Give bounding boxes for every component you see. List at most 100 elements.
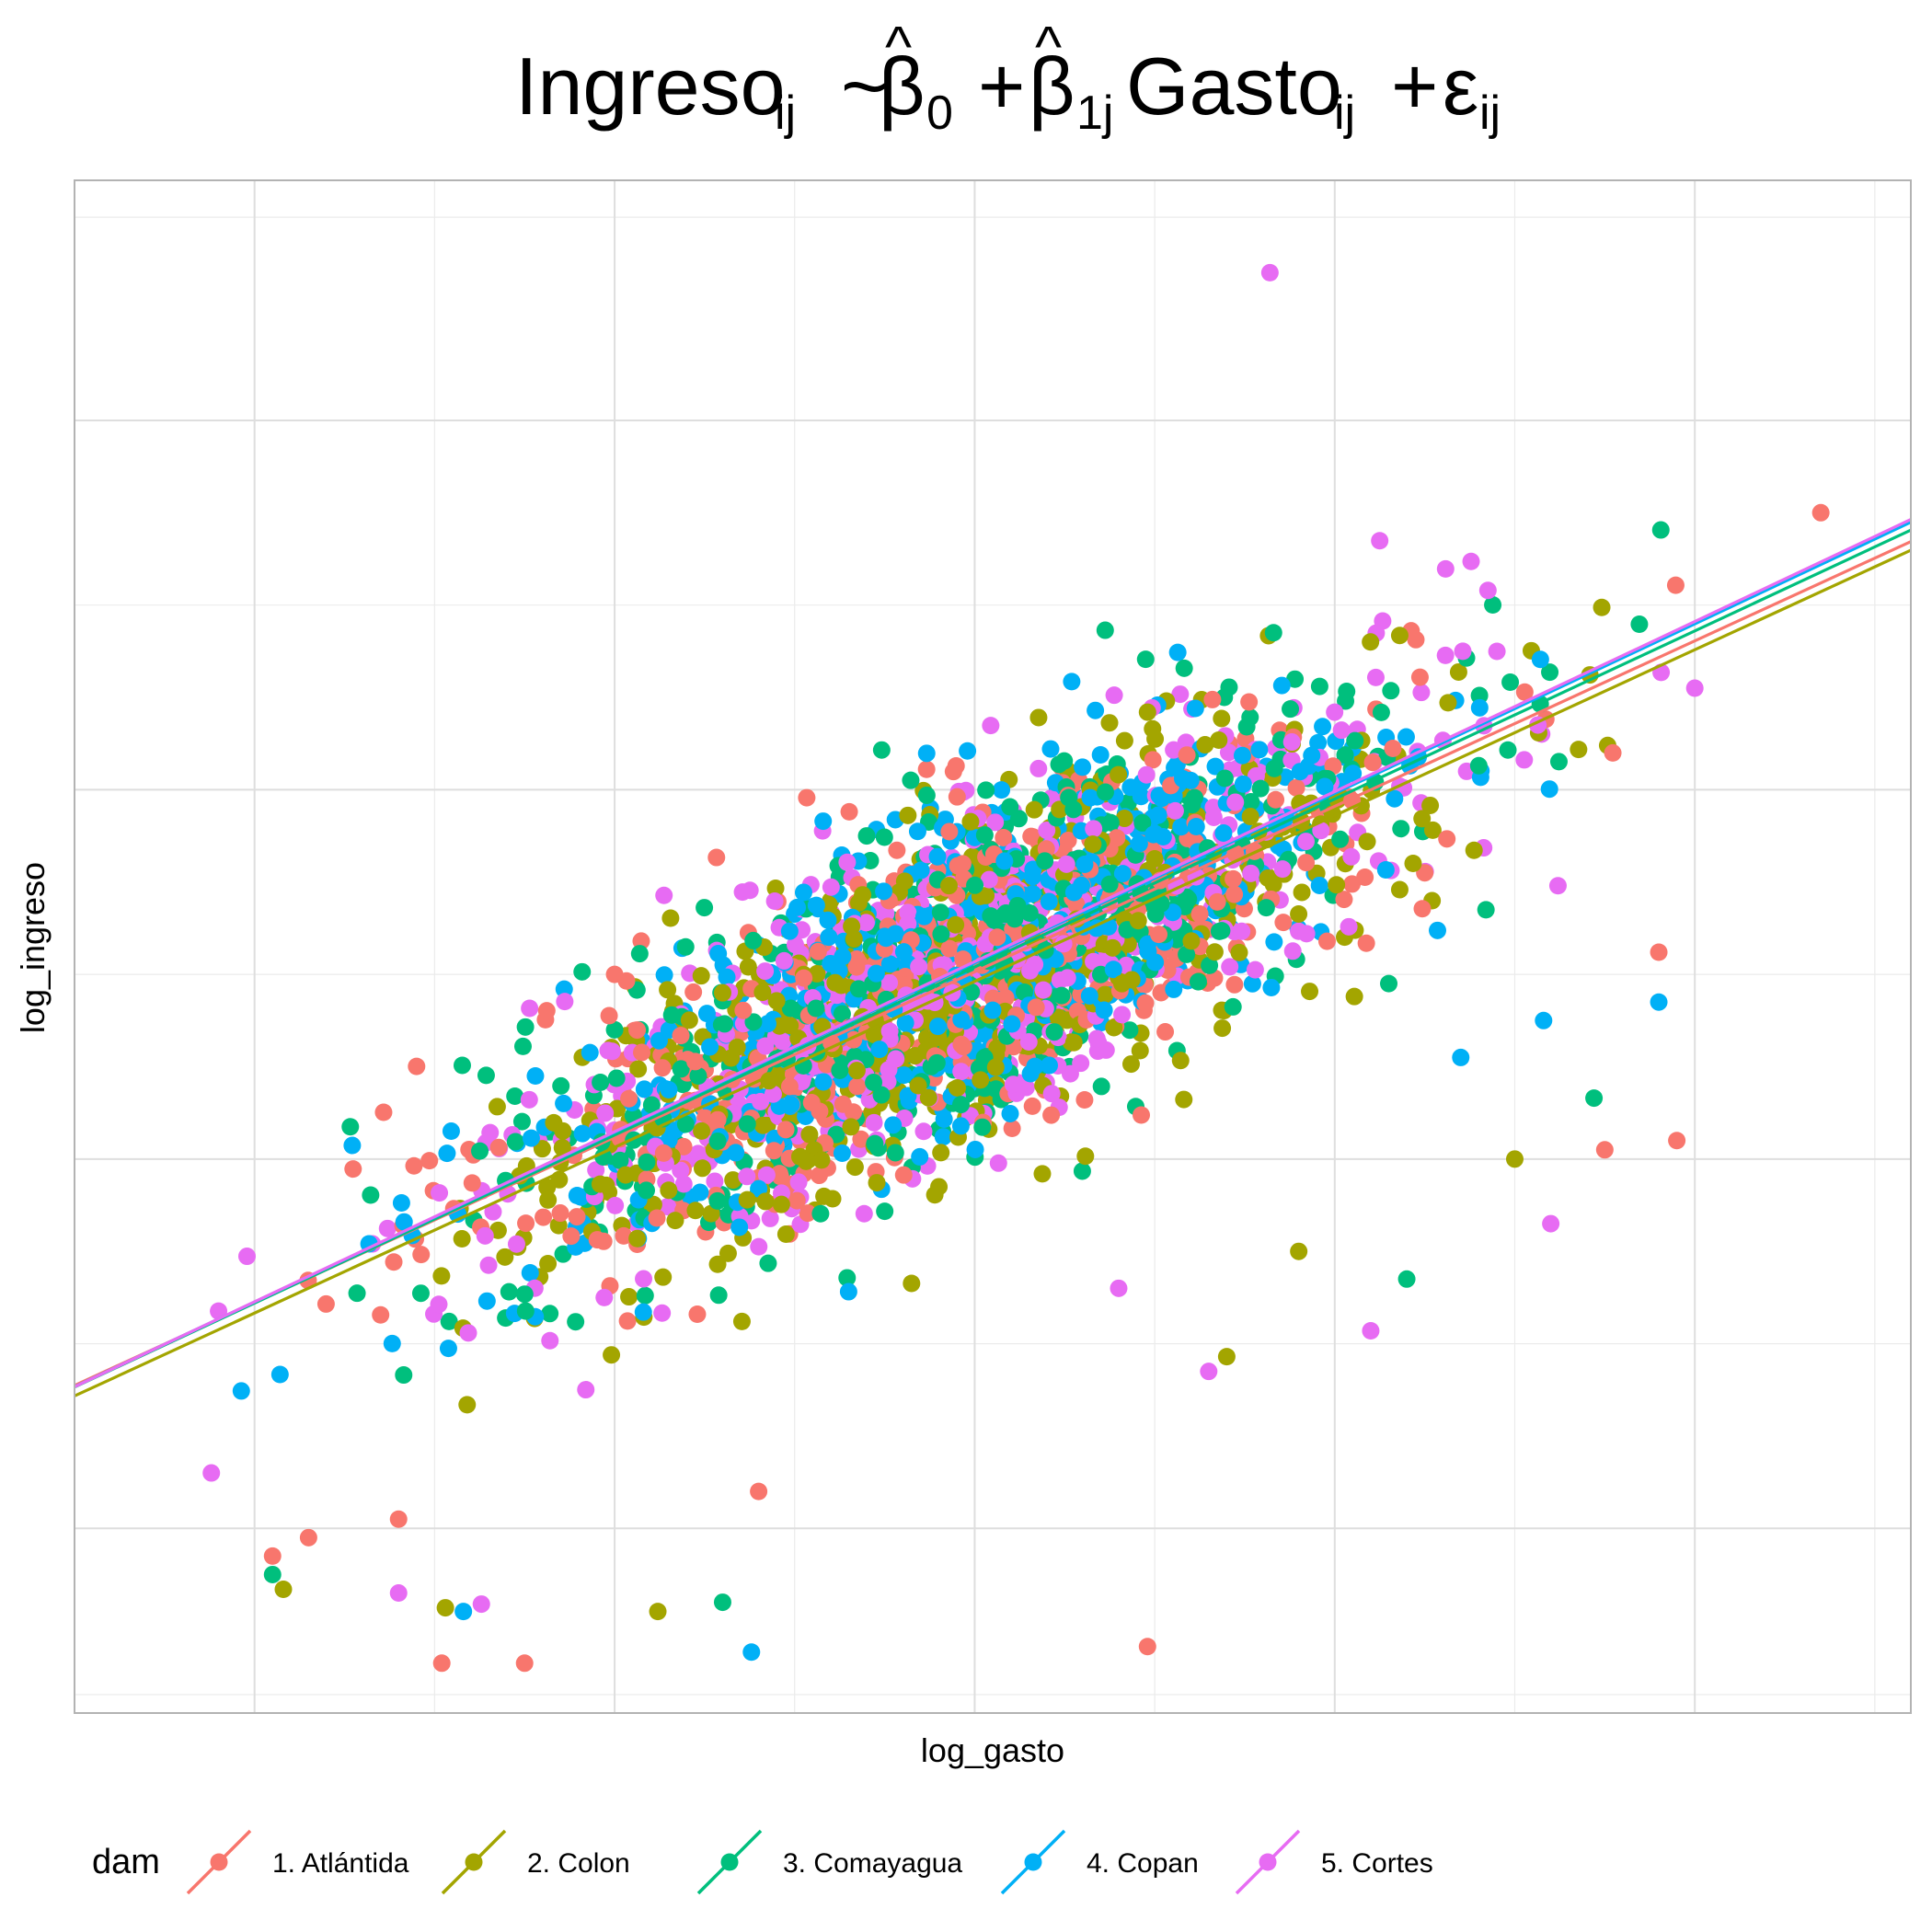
data-point-series-1-2756 bbox=[947, 756, 965, 775]
data-point-series-1-2122 bbox=[894, 1166, 913, 1184]
title-sub-ij-2: ij bbox=[1334, 86, 1355, 140]
data-point-series-5-2127 bbox=[1246, 960, 1264, 979]
legend-key-point-3 bbox=[720, 1853, 739, 1871]
data-point-series-2-1770 bbox=[1121, 1055, 1140, 1074]
data-point-series-2-2038 bbox=[654, 1268, 673, 1286]
data-point-series-3-2390 bbox=[865, 1074, 883, 1092]
data-point-series-3-2155 bbox=[1189, 972, 1207, 991]
data-point-series-3-743 bbox=[1096, 621, 1114, 639]
data-point-series-4-2836 bbox=[870, 1041, 889, 1059]
data-point-series-1-2207 bbox=[1203, 690, 1222, 708]
data-point-series-1-2034 bbox=[551, 1204, 569, 1223]
data-point-series-1-301 bbox=[888, 841, 906, 859]
data-point-series-2-2791 bbox=[760, 1072, 778, 1090]
data-point-series-1-2831 bbox=[734, 1001, 753, 1019]
outlier-point-series-4-1076 bbox=[1452, 1048, 1470, 1066]
data-point-series-3-2679 bbox=[594, 1147, 613, 1166]
data-point-series-4-2796 bbox=[660, 1080, 678, 1098]
data-point-series-4-1495 bbox=[917, 744, 936, 763]
data-point-series-4-2526 bbox=[780, 922, 799, 940]
data-point-series-1-1664 bbox=[1042, 1106, 1061, 1124]
data-point-series-3-579 bbox=[1073, 1162, 1091, 1180]
data-point-series-4-2838 bbox=[1003, 1015, 1021, 1033]
data-point-series-3-2473 bbox=[638, 1181, 656, 1200]
data-point-series-2-2405 bbox=[919, 1088, 937, 1107]
data-point-series-4-2114 bbox=[1376, 861, 1395, 880]
data-point-series-5-1089 bbox=[761, 1209, 779, 1227]
data-point-series-1-1278 bbox=[1133, 1106, 1151, 1124]
legend: dam 1. Atlántida 2. Colon 3. Comayagua 4. C… bbox=[92, 1829, 1433, 1895]
outlier-point-series-1-1127 bbox=[1416, 864, 1434, 882]
data-point-series-4-1275 bbox=[1063, 673, 1081, 691]
data-point-series-4-296 bbox=[442, 1122, 460, 1141]
data-point-series-3-2241 bbox=[781, 999, 799, 1018]
data-point-series-4-1440 bbox=[691, 1183, 709, 1202]
data-point-series-3-2536 bbox=[1009, 810, 1028, 828]
legend-label-4: 4. Copan bbox=[1087, 1848, 1199, 1879]
data-point-series-5-363 bbox=[750, 1237, 768, 1256]
data-point-series-3-2784 bbox=[676, 1115, 695, 1133]
data-point-series-4-2774 bbox=[788, 898, 807, 916]
data-point-series-5-2489 bbox=[880, 973, 899, 992]
outlier-point-series-5-199 bbox=[472, 1595, 490, 1614]
data-point-series-2-517 bbox=[932, 1144, 950, 1162]
outlier-point-series-3-2291 bbox=[1585, 1089, 1604, 1108]
data-point-series-4-2801 bbox=[1303, 746, 1321, 765]
outlier-point-series-3-687 bbox=[1397, 1270, 1416, 1288]
data-point-series-3-2798 bbox=[982, 907, 1000, 926]
data-point-series-1-2564 bbox=[776, 1121, 795, 1139]
data-point-series-4-1889 bbox=[1272, 676, 1291, 695]
data-point-series-4-2853 bbox=[1064, 883, 1083, 902]
data-point-series-1-191 bbox=[374, 1103, 393, 1121]
data-point-series-4-2335 bbox=[1081, 788, 1099, 807]
data-point-series-5-1497 bbox=[674, 1175, 693, 1193]
data-point-series-2-2255 bbox=[823, 1190, 842, 1208]
panel-border bbox=[74, 179, 1912, 1714]
outlier-point-series-5-1764 bbox=[1110, 1279, 1128, 1297]
data-point-series-5-2498 bbox=[756, 962, 775, 981]
data-point-series-1-1252 bbox=[1287, 778, 1305, 797]
data-point-series-3-2825 bbox=[1215, 769, 1234, 788]
data-point-series-3-2816 bbox=[1005, 906, 1023, 925]
data-point-series-3-2584 bbox=[592, 1074, 610, 1092]
data-point-series-4-2844 bbox=[1316, 777, 1334, 796]
data-point-series-4-2651 bbox=[1186, 699, 1204, 718]
data-point-series-4-1092 bbox=[383, 1334, 401, 1352]
data-point-series-2-1096 bbox=[820, 895, 838, 914]
data-point-series-5-2394 bbox=[752, 1093, 770, 1111]
data-point-series-3-2581 bbox=[515, 1285, 534, 1304]
data-point-series-1-1863 bbox=[840, 802, 858, 821]
outlier-point-series-3-2214 bbox=[1469, 756, 1488, 775]
outlier-point-series-3-659 bbox=[1337, 692, 1355, 710]
data-point-series-1-2337 bbox=[1003, 1119, 1021, 1137]
data-point-series-3-2718 bbox=[1282, 700, 1300, 719]
outlier-point-series-5-520 bbox=[389, 1584, 408, 1603]
data-point-series-3-1933 bbox=[833, 1005, 851, 1023]
data-point-series-4-1707 bbox=[1172, 818, 1190, 836]
data-point-series-3-1940 bbox=[875, 828, 893, 846]
data-point-series-2-1004 bbox=[1029, 708, 1048, 727]
data-point-series-3-2098 bbox=[1470, 686, 1489, 705]
data-point-series-2-1039 bbox=[1423, 821, 1442, 839]
data-point-series-2-1675 bbox=[616, 1166, 635, 1184]
data-point-series-5-1861 bbox=[1297, 925, 1316, 943]
data-point-series-5-1179 bbox=[479, 1256, 498, 1274]
title-sub-ij-3: ij bbox=[1479, 86, 1501, 140]
data-point-series-5-1775 bbox=[1029, 759, 1048, 777]
data-point-series-2-2003 bbox=[1390, 627, 1409, 645]
data-point-series-3-2843 bbox=[1020, 903, 1039, 922]
data-point-series-3-146 bbox=[348, 1284, 366, 1303]
data-point-series-2-2382 bbox=[629, 1060, 648, 1078]
data-point-series-4-2595 bbox=[911, 1147, 929, 1166]
data-point-series-1-2841 bbox=[1225, 869, 1243, 888]
data-point-series-1-2156 bbox=[588, 1231, 606, 1249]
data-point-series-1-1815 bbox=[684, 983, 703, 1001]
outlier-point-series-5-1711 bbox=[1200, 1363, 1218, 1381]
data-point-series-1-1797 bbox=[405, 1156, 423, 1175]
data-point-series-5-1783 bbox=[672, 1161, 690, 1179]
data-point-series-4-2164 bbox=[1187, 817, 1205, 835]
data-point-series-4-2356 bbox=[912, 861, 930, 880]
data-point-series-4-2813 bbox=[1206, 757, 1225, 776]
data-point-series-4-2185 bbox=[875, 882, 893, 901]
data-point-series-3-968 bbox=[1484, 595, 1502, 614]
